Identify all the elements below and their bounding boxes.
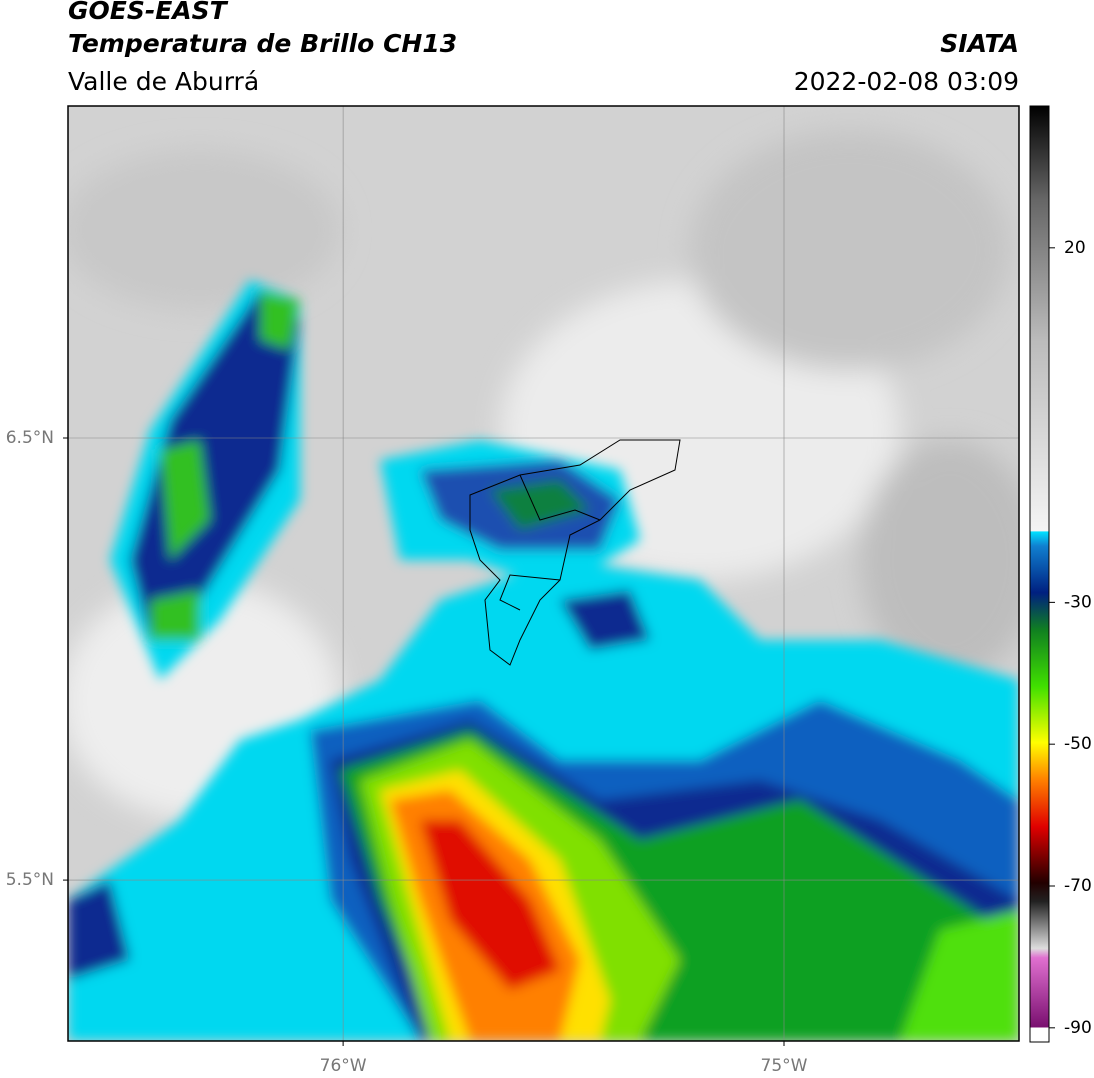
y-tick-label: 6.5°N — [6, 428, 54, 448]
title: GOES-EAST — [68, 0, 229, 25]
subtitle: Temperatura de Brillo CH13 — [68, 29, 457, 58]
colorbar-tick-label: 20 — [1064, 238, 1086, 258]
x-tick-label: 76°W — [320, 1056, 367, 1076]
y-tick-label: 5.5°N — [6, 870, 54, 890]
source: SIATA — [940, 29, 1019, 58]
colorbar-tick-label: -90 — [1064, 1018, 1092, 1038]
region: Valle de Aburrá — [68, 67, 259, 96]
datetime: 2022-02-08 03:09 — [794, 67, 1019, 96]
satellite-image — [68, 106, 1019, 1041]
map-frame — [67, 105, 1020, 1042]
municipal-borders — [469, 439, 681, 666]
grid — [68, 106, 1019, 1041]
x-tick-label: 75°W — [761, 1056, 808, 1076]
colorbar-tick-label: -50 — [1064, 734, 1092, 754]
colorbar — [1029, 105, 1050, 1043]
colorbar-tick-label: -30 — [1064, 592, 1092, 612]
colorbar-tick-label: -70 — [1064, 876, 1092, 896]
